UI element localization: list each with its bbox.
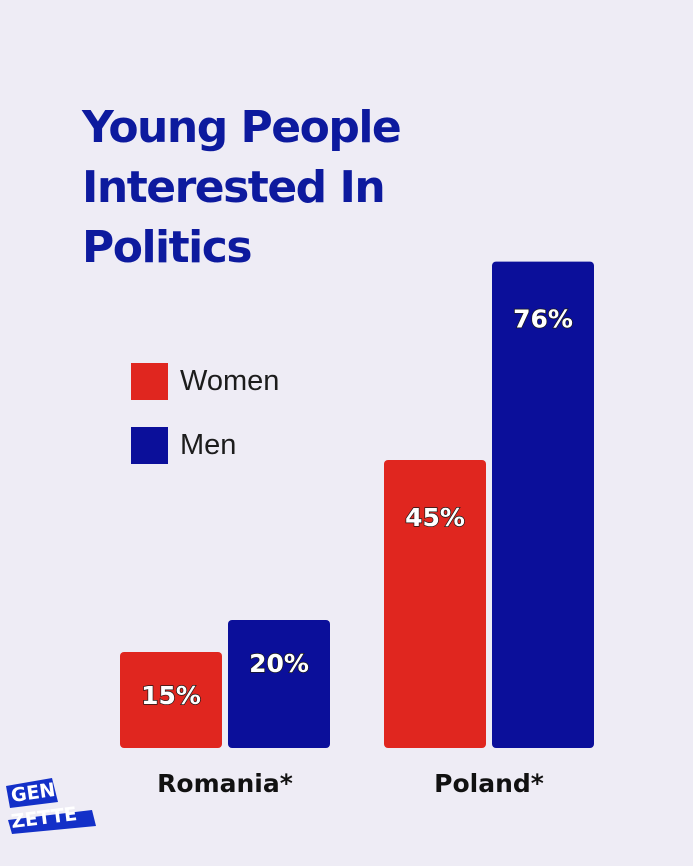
bar-label-romania-men: 20%: [249, 649, 309, 678]
legend: Women Men: [131, 362, 279, 490]
bar-label-poland-women: 45%: [405, 503, 465, 532]
bar-romania-women: [120, 652, 222, 748]
bar-label-poland-men: 76%: [513, 305, 573, 334]
category-label-poland: Poland*: [434, 769, 544, 798]
chart-title: Young People Interested In Politics: [82, 102, 402, 273]
legend-item-women: Women: [131, 362, 279, 400]
bar-poland-women: [384, 460, 486, 748]
legend-label-men: Men: [180, 428, 237, 461]
bar-poland-men: [492, 261, 594, 748]
category-label-romania: Romania*: [157, 769, 293, 798]
legend-swatch-men: [131, 426, 168, 464]
logo-banner-bottom: [8, 810, 96, 834]
legend-label-women: Women: [180, 364, 280, 397]
bar-label-romania-women: 15%: [141, 681, 201, 710]
logo-banner-top: [6, 778, 58, 808]
legend-item-men: Men: [131, 426, 279, 464]
genzette-logo: GEN ZETTE: [6, 778, 96, 834]
bar-romania-men: [228, 620, 330, 748]
legend-swatch-women: [131, 362, 168, 400]
